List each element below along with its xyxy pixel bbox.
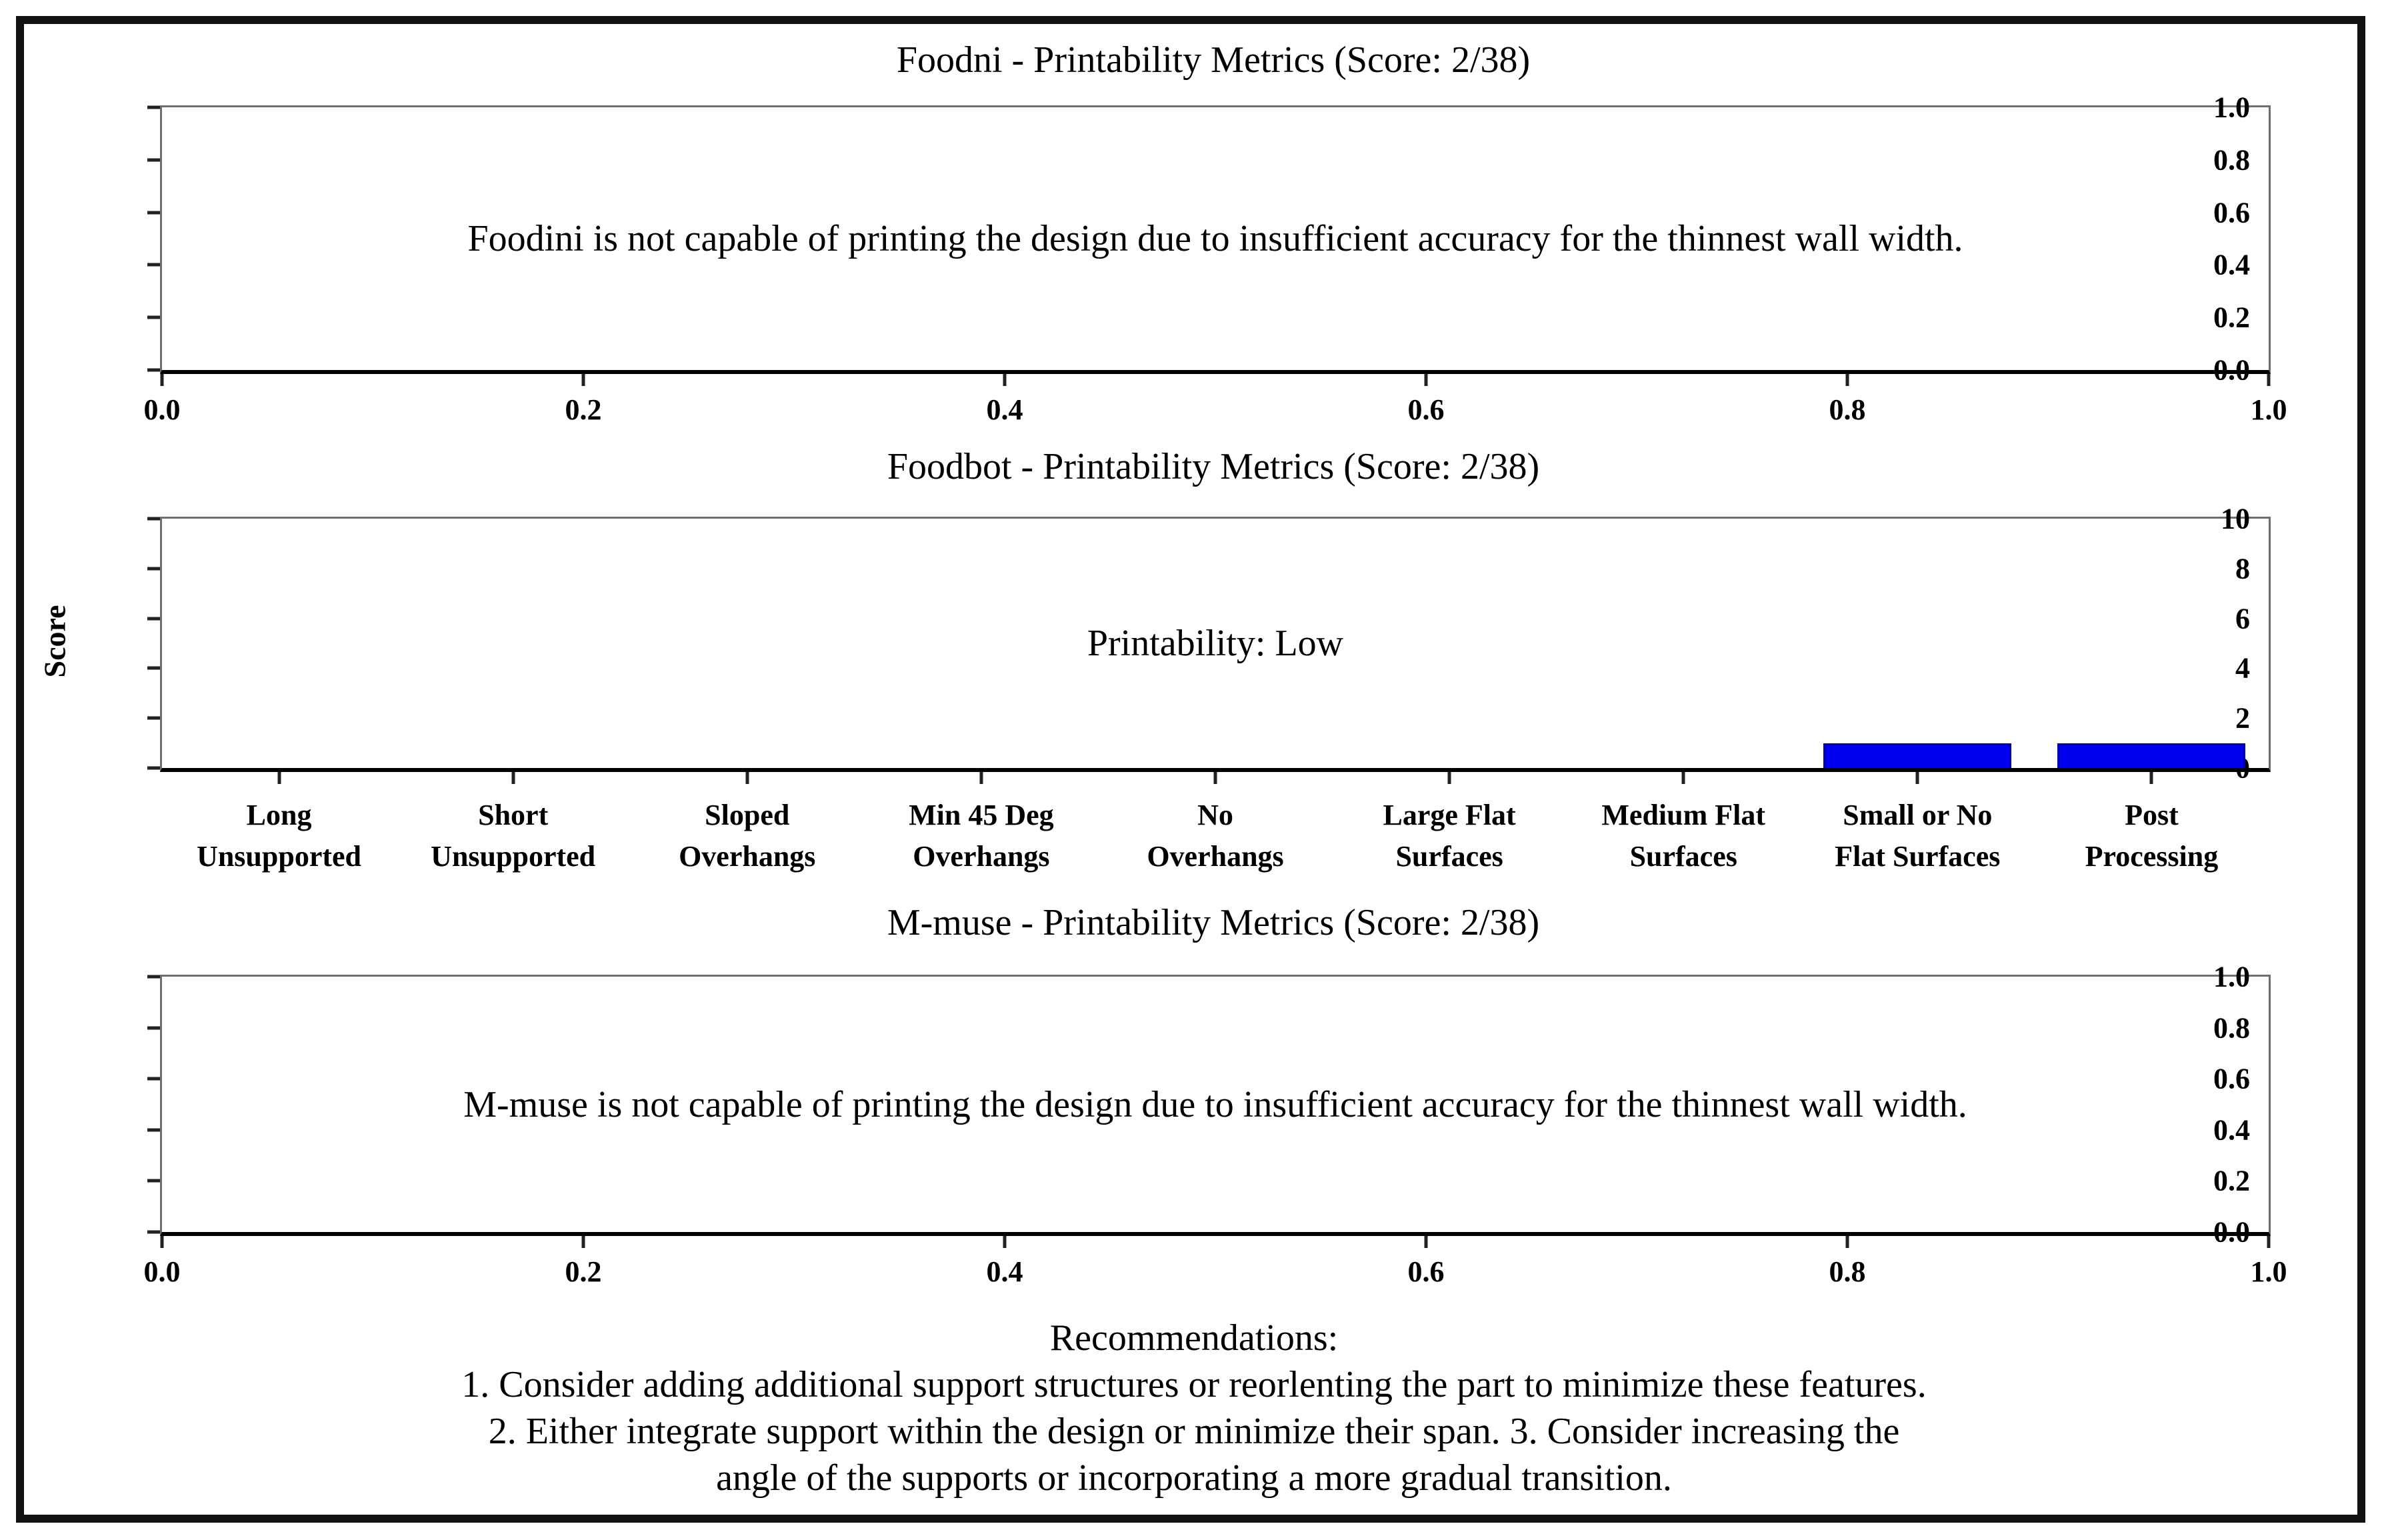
y-tick-mark <box>147 1179 160 1183</box>
panel1-axes: Foodini is not capable of printing the d… <box>144 91 2287 427</box>
category-label: Sloped Overhangs <box>679 799 816 873</box>
category-tick-mark <box>1447 772 1451 784</box>
y-tick-label: 0.4 <box>2213 1113 2250 1147</box>
category-label: Post Processing <box>2085 799 2219 873</box>
x-tick-label: 1.0 <box>2250 393 2287 426</box>
x-tick-label: 0.2 <box>565 393 602 426</box>
x-tick-mark <box>1424 374 1428 386</box>
y-tick-label: 0.2 <box>2213 301 2250 334</box>
panel2-title: Foodbot - Printability Metrics (Score: 2… <box>887 446 1540 487</box>
recommendations-heading: Recommendations: <box>1049 1317 1339 1359</box>
y-tick-mark <box>147 1026 160 1030</box>
panel1-title: Foodni - Printability Metrics (Score: 2/… <box>896 39 1531 81</box>
x-tick-mark <box>581 374 585 386</box>
recommendations-line: angle of the supports or incorporating a… <box>716 1457 1672 1499</box>
panel2-y-axis-label: Score <box>37 605 72 678</box>
y-tick-mark <box>147 975 160 979</box>
y-tick-label: 0.0 <box>2213 353 2250 387</box>
x-tick-label: 1.0 <box>2250 1255 2287 1288</box>
y-tick-label: 0.2 <box>2213 1164 2250 1197</box>
category-label: No Overhangs <box>1147 799 1284 873</box>
x-tick-mark <box>160 1236 164 1248</box>
y-tick-label: 0.6 <box>2213 196 2250 229</box>
y-tick-mark <box>147 567 160 571</box>
y-tick-mark <box>147 315 160 319</box>
y-tick-label: 0.8 <box>2213 1011 2250 1045</box>
bar <box>1823 743 2012 768</box>
x-tick-label: 0.6 <box>1407 1255 1445 1288</box>
category-label: Large Flat Surfaces <box>1383 799 1516 873</box>
y-tick-label: 8 <box>2235 552 2250 585</box>
category-label: Small or No Flat Surfaces <box>1835 799 2001 873</box>
y-tick-label: 2 <box>2235 701 2250 735</box>
category-tick-mark <box>1681 772 1685 784</box>
y-tick-mark <box>147 766 160 770</box>
category-tick-mark <box>1213 772 1217 784</box>
panel3-message: M-muse is not capable of printing the de… <box>463 1083 1967 1125</box>
y-tick-label: 1.0 <box>2213 960 2250 993</box>
panel1-message: Foodini is not capable of printing the d… <box>467 218 1963 259</box>
x-tick-label: 0.6 <box>1407 393 1445 426</box>
recommendations-line: 2. Either integrate support within the d… <box>488 1411 1900 1452</box>
x-tick-mark <box>1424 1236 1428 1248</box>
x-tick-mark <box>2267 1236 2271 1248</box>
category-tick-mark <box>511 772 515 784</box>
category-tick-mark <box>1915 772 1919 784</box>
y-tick-mark <box>147 1077 160 1081</box>
y-tick-mark <box>147 1230 160 1234</box>
y-tick-mark <box>147 158 160 162</box>
x-tick-label: 0.8 <box>1829 1255 1866 1288</box>
y-tick-mark <box>147 1128 160 1132</box>
x-tick-mark <box>1003 374 1007 386</box>
category-label: Long Unsupported <box>197 799 362 873</box>
x-tick-mark <box>581 1236 585 1248</box>
x-tick-mark <box>1003 1236 1007 1248</box>
y-tick-mark <box>147 517 160 521</box>
y-tick-mark <box>147 666 160 670</box>
x-tick-mark <box>1845 1236 1849 1248</box>
x-tick-label: 0.2 <box>565 1255 602 1288</box>
y-tick-label: 1.0 <box>2213 91 2250 124</box>
x-tick-label: 0.0 <box>143 393 181 426</box>
y-tick-label: 10 <box>2221 502 2250 535</box>
category-label: Medium Flat Surfaces <box>1601 799 1766 873</box>
panel2-axes: Printability: Low 0 2 4 6 8 10 Long Unsupporte… <box>147 503 2271 873</box>
y-tick-mark <box>147 368 160 372</box>
x-tick-mark <box>2267 374 2271 386</box>
category-tick-mark <box>2149 772 2153 784</box>
x-tick-label: 0.8 <box>1829 393 1866 426</box>
y-tick-mark <box>147 263 160 267</box>
recommendations-block: Recommendations: 1. Consider adding addi… <box>27 1315 2361 1501</box>
recommendations-line: 1. Consider adding additional support st… <box>461 1364 1927 1405</box>
y-tick-label: 0.6 <box>2213 1062 2250 1095</box>
y-tick-label: 6 <box>2235 602 2250 635</box>
x-tick-label: 0.4 <box>986 393 1023 426</box>
x-tick-label: 0.4 <box>986 1255 1023 1288</box>
y-tick-mark <box>147 211 160 215</box>
y-tick-label: 0.4 <box>2213 248 2250 281</box>
category-label: Min 45 Deg Overhangs <box>909 799 1054 873</box>
y-tick-label: 0.0 <box>2213 1215 2250 1249</box>
x-tick-mark <box>1845 374 1849 386</box>
y-tick-label: 4 <box>2235 651 2250 685</box>
x-tick-label: 0.0 <box>143 1255 181 1288</box>
y-tick-label: 0.8 <box>2213 143 2250 177</box>
y-tick-mark <box>147 716 160 720</box>
x-tick-mark <box>160 374 164 386</box>
category-tick-mark <box>745 772 749 784</box>
panel2-message: Printability: Low <box>1087 623 1344 664</box>
bar <box>2057 743 2246 768</box>
category-tick-mark <box>277 772 281 784</box>
category-label: Short Unsupported <box>431 799 596 873</box>
category-tick-mark <box>979 772 983 784</box>
panel3-axes: M-muse is not capable of printing the de… <box>144 961 2287 1289</box>
panel3-title: M-muse - Printability Metrics (Score: 2/… <box>887 902 1540 943</box>
y-tick-mark <box>147 105 160 109</box>
y-tick-mark <box>147 617 160 621</box>
